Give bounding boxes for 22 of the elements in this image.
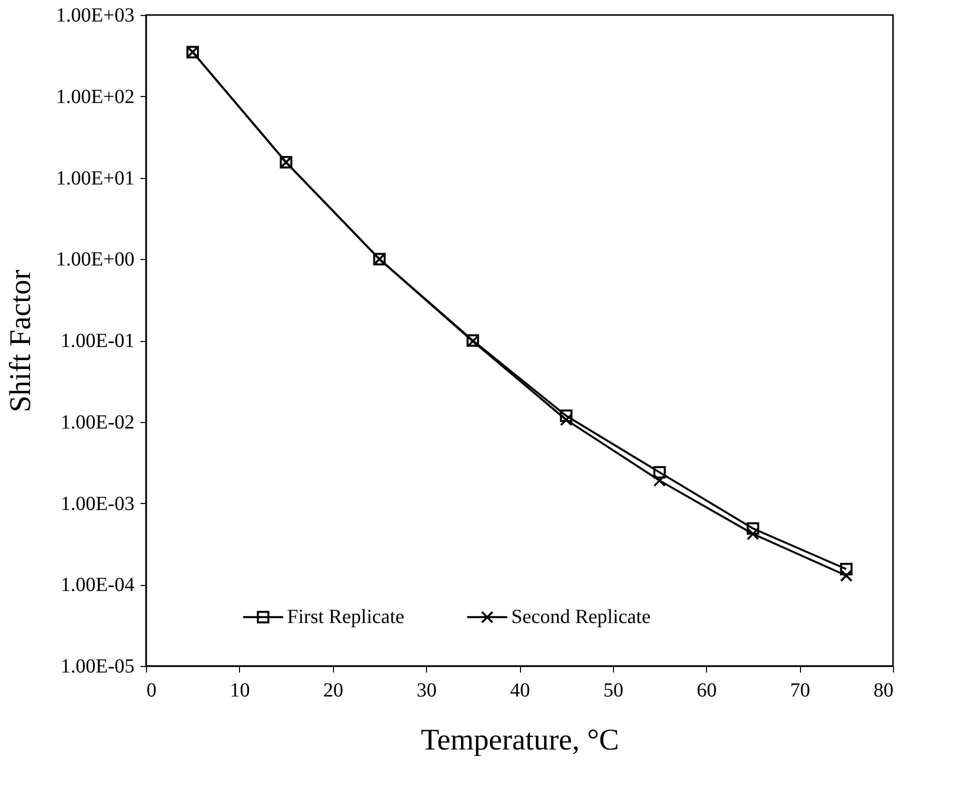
y-tick-label: 1.00E+02 [56, 86, 134, 108]
y-tick-label: 1.00E+03 [56, 4, 134, 26]
x-tick-label: 20 [323, 680, 344, 702]
y-tick-label: 1.00E-04 [60, 574, 134, 596]
y-axis-title: Shift Factor [4, 270, 38, 412]
y-tick-label: 1.00E+01 [56, 167, 134, 190]
y-tick-label: 1.00E-05 [60, 656, 134, 678]
x-tick-label: 0 [146, 680, 156, 702]
x-tick-label: 70 [790, 680, 810, 702]
x-tick-label: 80 [874, 680, 894, 702]
x-tick-label: 50 [603, 680, 624, 702]
x-tick-label: 60 [696, 680, 717, 702]
y-tick-label: 1.00E-02 [60, 411, 134, 434]
x-tick-label: 10 [230, 680, 250, 702]
x-tick-label: 40 [510, 680, 530, 702]
x-tick-label: 30 [416, 680, 437, 702]
x-axis-title: Temperature, °C [420, 724, 620, 756]
y-tick-label: 1.00E+00 [56, 248, 134, 271]
y-tick-label: 1.00E-01 [60, 330, 134, 352]
legend-label: Second Replicate [511, 606, 651, 628]
y-tick-label: 1.00E-03 [60, 492, 134, 515]
legend-label: First Replicate [287, 606, 404, 628]
